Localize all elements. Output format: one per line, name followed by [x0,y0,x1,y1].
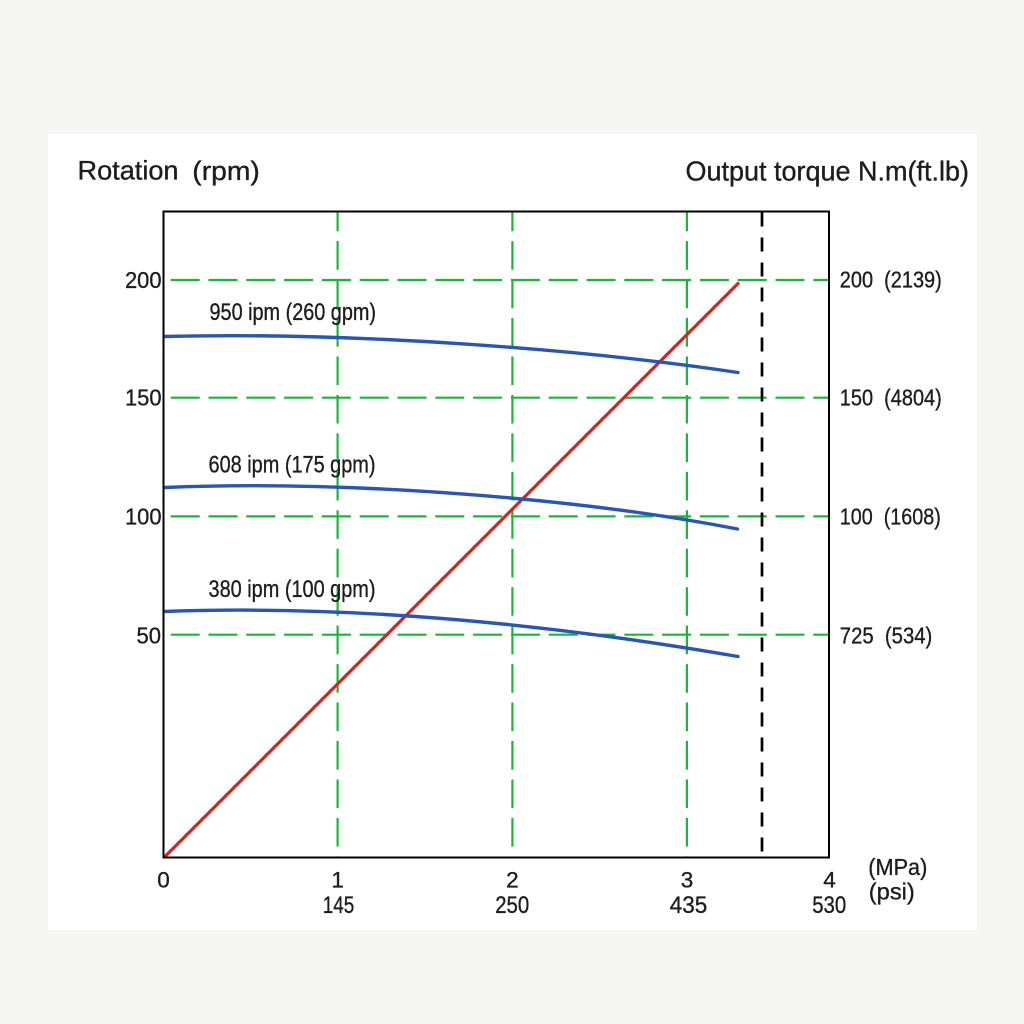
svg-text:100: 100 [125,503,162,529]
svg-text:(psi): (psi) [869,879,915,905]
svg-text:150 (4804): 150 (4804) [840,385,942,411]
svg-text:530: 530 [812,892,846,919]
svg-text:250: 250 [495,892,529,919]
svg-text:380 ipm (100 gpm): 380 ipm (100 gpm) [209,576,376,603]
svg-text:3: 3 [681,868,694,893]
svg-text:0: 0 [157,868,170,893]
svg-text:(rpm): (rpm) [192,156,259,186]
svg-text:Output torque N.m(ft.lb): Output torque N.m(ft.lb) [686,156,970,187]
svg-text:200 (2139): 200 (2139) [840,267,942,293]
svg-text:4: 4 [823,868,836,893]
svg-text:725 (534): 725 (534) [840,622,933,648]
svg-text:100 (1608): 100 (1608) [840,503,941,529]
svg-text:145: 145 [323,892,355,919]
svg-text:(MPa): (MPa) [868,854,927,880]
svg-text:608 ipm (175 gpm): 608 ipm (175 gpm) [209,452,376,479]
svg-text:435: 435 [670,892,708,919]
svg-text:150: 150 [125,385,162,411]
svg-text:1: 1 [331,868,344,893]
svg-text:2: 2 [506,868,519,893]
svg-text:50: 50 [137,622,162,648]
svg-text:Rotation: Rotation [78,155,179,185]
svg-text:200: 200 [125,267,162,293]
svg-text:950 ipm (260 gpm): 950 ipm (260 gpm) [210,299,377,326]
